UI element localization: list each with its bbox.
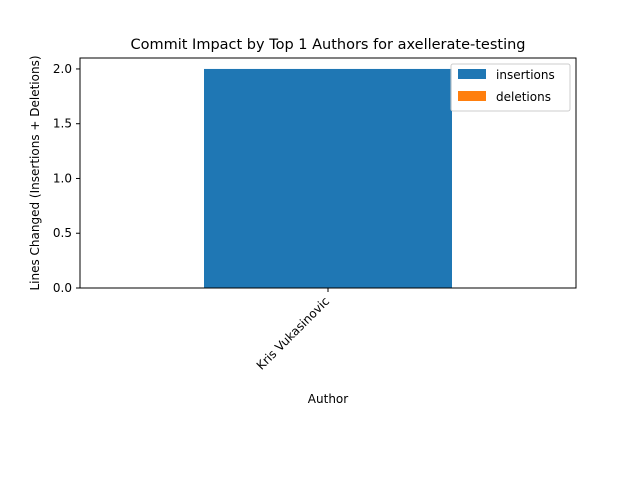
legend-swatch-insertions <box>458 69 486 79</box>
y-tick-label: 0.5 <box>53 226 72 240</box>
legend-label-insertions: insertions <box>496 68 555 82</box>
chart-title: Commit Impact by Top 1 Authors for axell… <box>130 37 525 53</box>
y-axis: 0.0 0.5 1.0 1.5 2.0 <box>53 62 80 295</box>
bar-insertions <box>204 68 452 288</box>
y-tick-label: 0.0 <box>53 281 72 295</box>
y-tick-label: 2.0 <box>53 62 72 76</box>
legend-swatch-deletions <box>458 91 486 101</box>
x-axis-label: Author <box>308 392 348 406</box>
y-tick-label: 1.0 <box>53 171 72 185</box>
y-tick-label: 1.5 <box>53 117 72 131</box>
legend-label-deletions: deletions <box>496 90 551 104</box>
y-axis-label: Lines Changed (Insertions + Deletions) <box>28 55 42 290</box>
legend: insertions deletions <box>450 63 571 112</box>
bars-group <box>204 68 452 288</box>
